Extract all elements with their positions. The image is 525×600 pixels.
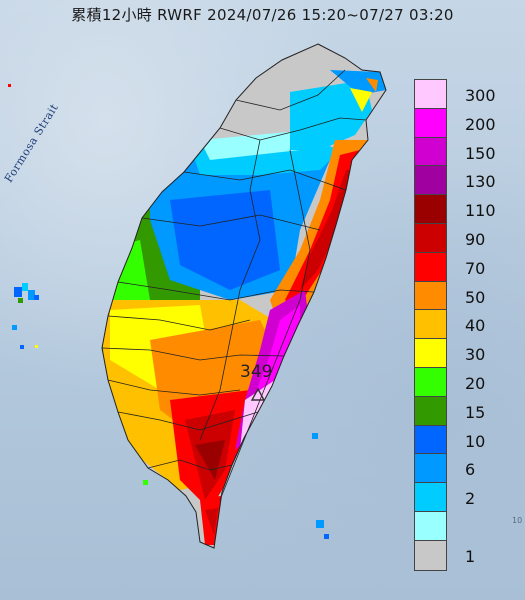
legend-label: 40	[465, 316, 486, 336]
sea-echoes	[8, 84, 329, 539]
legend-label: 10	[465, 431, 486, 451]
legend-swatch	[414, 511, 447, 541]
legend-swatch	[414, 280, 447, 311]
legend-label: 1	[465, 546, 476, 566]
legend-label: 70	[465, 258, 486, 278]
peak-rainfall-label: 349	[240, 362, 273, 382]
legend-label: 20	[465, 374, 486, 393]
legend-label: 2	[465, 489, 476, 509]
corner-mark: 10	[512, 516, 523, 525]
legend-swatch	[414, 136, 447, 167]
legend-swatch	[414, 395, 447, 426]
legend-label: 200	[465, 114, 496, 134]
map-title: 累積12小時 RWRF 2024/07/26 15:20~07/27 03:20	[71, 6, 454, 24]
legend-swatch	[414, 223, 447, 253]
legend-swatch	[414, 453, 447, 484]
legend-swatch	[414, 424, 447, 455]
legend-swatch	[414, 367, 447, 397]
legend-label: 6	[465, 460, 476, 480]
legend-swatch	[414, 482, 447, 512]
peak-marker-icon	[250, 387, 266, 401]
coastline	[101, 43, 387, 549]
legend-label: 300	[465, 86, 496, 105]
legend-swatch	[414, 251, 447, 282]
legend-swatch	[414, 309, 447, 340]
legend-swatch	[414, 338, 447, 368]
rainfall-field	[102, 44, 386, 545]
legend-swatch	[414, 539, 447, 571]
legend-label: 130	[465, 172, 496, 192]
legend-label: 110	[465, 201, 496, 221]
legend-swatch	[414, 107, 447, 138]
legend-label: 30	[465, 345, 486, 365]
legend-swatch	[414, 194, 447, 224]
legend-swatch	[414, 165, 447, 196]
legend-label: 15	[465, 402, 486, 422]
legend-swatch	[414, 79, 447, 109]
county-boundaries	[101, 69, 367, 501]
legend-label: 90	[465, 230, 486, 249]
legend-label: 50	[465, 287, 486, 307]
legend-label: 150	[465, 143, 496, 163]
color-legend	[414, 79, 447, 571]
